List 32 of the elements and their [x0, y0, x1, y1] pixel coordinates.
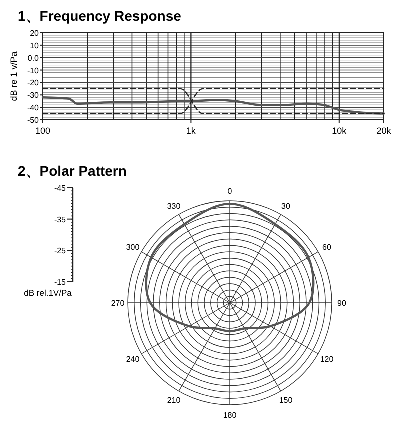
spoke-label: 90 — [338, 299, 347, 308]
y-tick-label: 10 — [30, 41, 40, 50]
y-tick-label: -50 — [27, 116, 40, 125]
y-tick-label: -20 — [27, 78, 40, 88]
x-tick-label: 100 — [35, 126, 51, 136]
text: -45 — [54, 184, 67, 193]
text: -25 — [54, 246, 67, 256]
spoke-label: 120 — [320, 355, 334, 364]
spoke-label: 210 — [167, 396, 182, 405]
x-tick-label: 20k — [376, 126, 392, 136]
spoke-label: 180 — [223, 411, 238, 420]
y-tick-label: 0.0 — [28, 54, 40, 63]
chart-title: 1、Frequency Response — [18, 8, 182, 24]
spoke-label: 240 — [126, 355, 140, 364]
spoke-label: 60 — [322, 243, 332, 252]
spoke-label: 30 — [282, 202, 291, 212]
spoke-label: 150 — [279, 396, 294, 405]
x-tick-label: 1k — [186, 126, 196, 136]
spoke-label: 330 — [167, 202, 182, 212]
y-tick-label: -40 — [27, 104, 40, 113]
spoke-label: 270 — [111, 299, 126, 308]
text: dB rel.1V/Pa — [24, 288, 72, 298]
y-tick-label: -10 — [27, 66, 40, 76]
text: -35 — [54, 215, 67, 224]
chart-title: 2、Polar Pattern — [18, 163, 127, 179]
y-tick-label: 20 — [30, 29, 40, 38]
y-axis-title: dB re 1 v/Pa — [9, 52, 19, 102]
x-tick-label: 10k — [332, 126, 348, 136]
text: -15 — [54, 278, 67, 287]
y-tick-label: -30 — [27, 91, 40, 100]
spoke-label: 300 — [126, 243, 140, 252]
spoke-label: 0 — [228, 187, 233, 196]
